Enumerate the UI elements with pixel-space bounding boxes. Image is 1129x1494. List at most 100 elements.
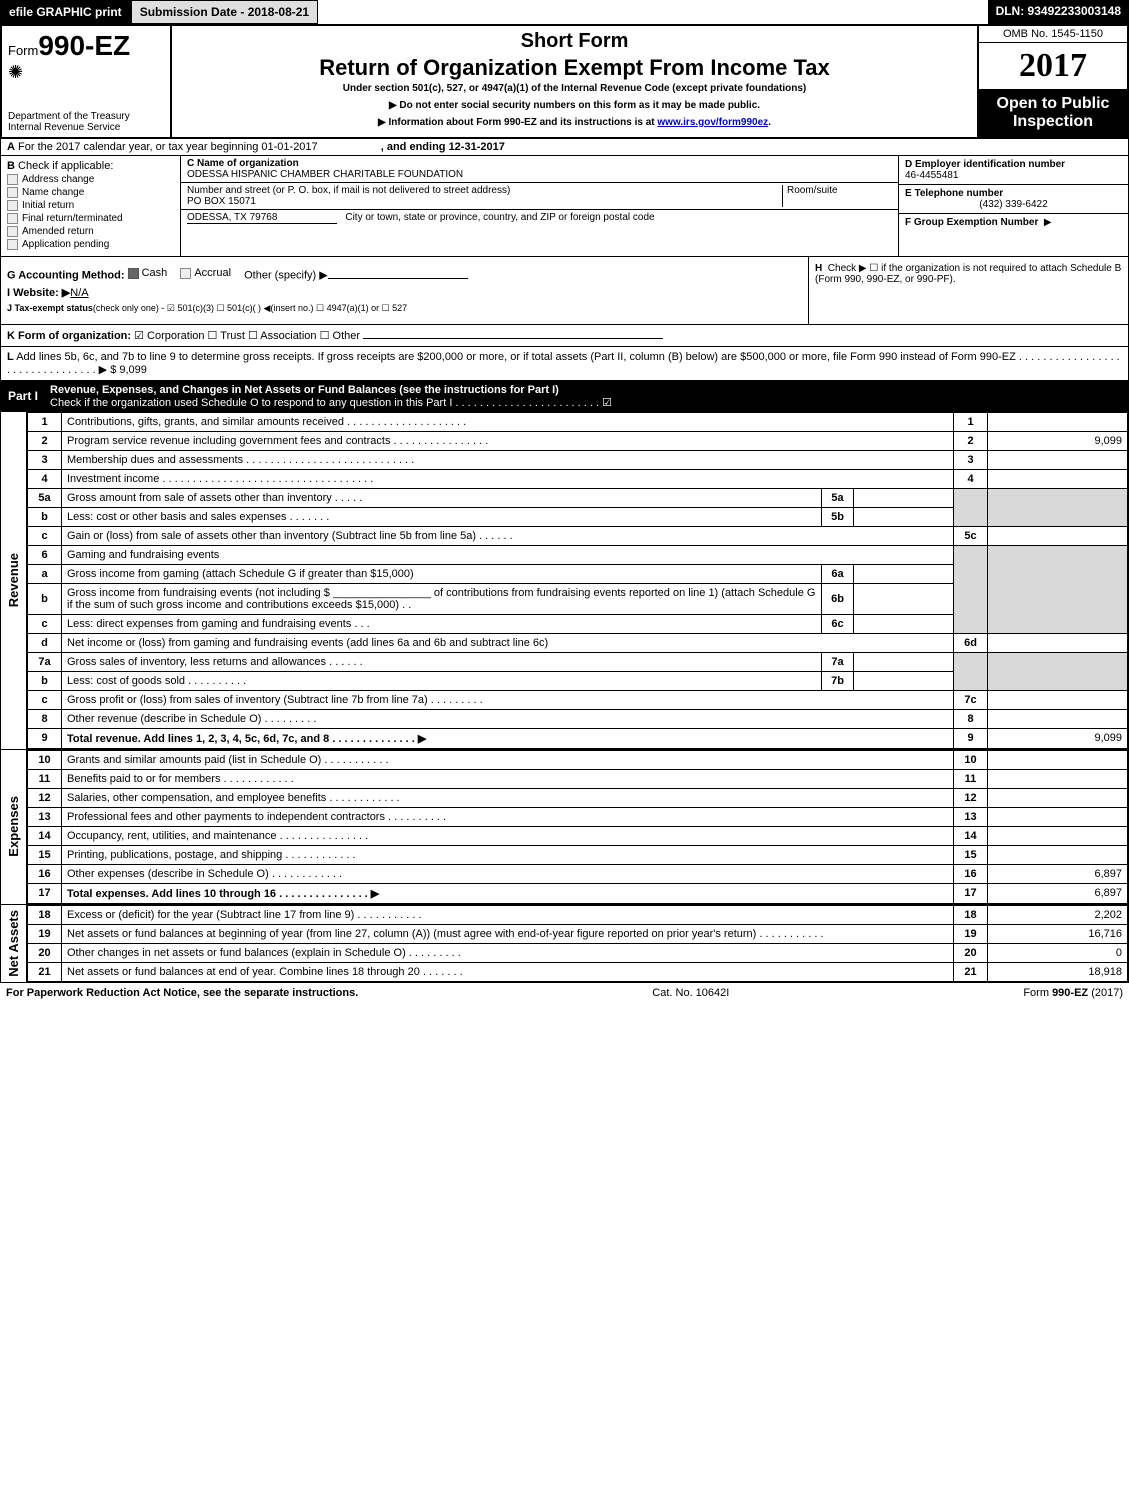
line-desc: Less: cost or other basis and sales expe…	[62, 507, 822, 526]
line-val: 6,897	[988, 864, 1128, 883]
revenue-table: 1Contributions, gifts, grants, and simil…	[27, 412, 1128, 749]
chk-application-pending[interactable]: Application pending	[7, 239, 174, 250]
arrow-icon: ▶	[1044, 217, 1052, 228]
part-1-header: Part I Revenue, Expenses, and Changes in…	[0, 381, 1129, 412]
line-num: 4	[28, 469, 62, 488]
line-desc: Professional fees and other payments to …	[62, 807, 954, 826]
line-8: 8Other revenue (describe in Schedule O) …	[28, 709, 1128, 728]
line-num: 2	[28, 431, 62, 450]
org-address: PO BOX 15071	[187, 196, 256, 207]
top-bar: efile GRAPHIC print Submission Date - 20…	[0, 0, 1129, 26]
line-6: 6Gaming and fundraising events	[28, 545, 1128, 564]
line-9-text: Total revenue. Add lines 1, 2, 3, 4, 5c,…	[67, 733, 426, 745]
line-19: 19Net assets or fund balances at beginni…	[28, 924, 1128, 943]
line-desc: Gross income from fundraising events (no…	[62, 583, 822, 614]
line-ref: 12	[954, 788, 988, 807]
line-val: 2,202	[988, 905, 1128, 924]
tax-year: 2017	[979, 43, 1127, 89]
line-13: 13Professional fees and other payments t…	[28, 807, 1128, 826]
line-ref: 9	[954, 728, 988, 748]
form-num: 990-EZ	[38, 30, 130, 61]
line-ref: 3	[954, 450, 988, 469]
line-desc: Less: cost of goods sold . . . . . . . .…	[62, 671, 822, 690]
line-desc: Other changes in net assets or fund bala…	[62, 943, 954, 962]
expenses-side-label: Expenses	[1, 750, 27, 904]
mid-val	[854, 488, 954, 507]
line-3: 3Membership dues and assessments . . . .…	[28, 450, 1128, 469]
line-val	[988, 769, 1128, 788]
revenue-label: Revenue	[6, 553, 21, 607]
chk-initial-return[interactable]: Initial return	[7, 200, 174, 211]
line-7a: 7aGross sales of inventory, less returns…	[28, 652, 1128, 671]
line-num: 13	[28, 807, 62, 826]
line-desc: Less: direct expenses from gaming and fu…	[62, 614, 822, 633]
line-16: 16Other expenses (describe in Schedule O…	[28, 864, 1128, 883]
radio-checked-icon	[128, 268, 139, 279]
line-val	[988, 412, 1128, 431]
row-l: L Add lines 5b, 6c, and 7b to line 9 to …	[0, 347, 1129, 381]
k-other-input[interactable]	[363, 338, 663, 339]
chk-name-change[interactable]: Name change	[7, 187, 174, 198]
mid-val	[854, 614, 954, 633]
line-21: 21Net assets or fund balances at end of …	[28, 962, 1128, 981]
chk-address-change[interactable]: Address change	[7, 174, 174, 185]
header-right: OMB No. 1545-1150 2017 Open to Public In…	[977, 26, 1127, 137]
mid-val	[854, 507, 954, 526]
line-val	[988, 526, 1128, 545]
line-9: 9 Total revenue. Add lines 1, 2, 3, 4, 5c…	[28, 728, 1128, 748]
chk-final-return[interactable]: Final return/terminated	[7, 213, 174, 224]
line-val	[988, 788, 1128, 807]
line-num: 8	[28, 709, 62, 728]
phone-value: (432) 339-6422	[905, 199, 1122, 210]
print-button[interactable]: efile GRAPHIC print	[0, 0, 131, 24]
line-4: 4Investment income . . . . . . . . . . .…	[28, 469, 1128, 488]
shade-cell	[988, 545, 1128, 633]
line-num: a	[28, 564, 62, 583]
expenses-wrap: Expenses 10Grants and similar amounts pa…	[0, 750, 1129, 905]
line-desc: Net income or (loss) from gaming and fun…	[62, 633, 954, 652]
line-ref: 10	[954, 750, 988, 769]
mid-val	[854, 564, 954, 583]
chk-amended-return[interactable]: Amended return	[7, 226, 174, 237]
line-ref: 7c	[954, 690, 988, 709]
k-text: ☑ Corporation ☐ Trust ☐ Association ☐ Ot…	[134, 330, 360, 342]
line-15: 15Printing, publications, postage, and s…	[28, 845, 1128, 864]
l-label: L	[7, 351, 14, 363]
line-val: 6,897	[988, 883, 1128, 903]
line-val	[988, 469, 1128, 488]
line-desc: Salaries, other compensation, and employ…	[62, 788, 954, 807]
mid-ref: 6b	[822, 583, 854, 614]
section-e: E Telephone number (432) 339-6422	[899, 185, 1128, 214]
line-num: 11	[28, 769, 62, 788]
g-label: G Accounting Method:	[7, 270, 125, 282]
irs-link[interactable]: www.irs.gov/form990ez	[657, 117, 768, 128]
g-cash-label: Cash	[142, 267, 168, 279]
line-desc: Net assets or fund balances at beginning…	[62, 924, 954, 943]
g-cash[interactable]: Cash	[128, 267, 168, 279]
row-g: G Accounting Method: Cash Accrual Other …	[7, 267, 802, 282]
revenue-wrap: Revenue 1Contributions, gifts, grants, a…	[0, 412, 1129, 750]
chk-label: Final return/terminated	[22, 213, 123, 224]
line-num: 17	[28, 883, 62, 903]
line-desc: Occupancy, rent, utilities, and maintena…	[62, 826, 954, 845]
line-desc: Printing, publications, postage, and shi…	[62, 845, 954, 864]
section-g-h-i-j: G Accounting Method: Cash Accrual Other …	[0, 257, 1129, 325]
line-14: 14Occupancy, rent, utilities, and mainte…	[28, 826, 1128, 845]
line-ref: 4	[954, 469, 988, 488]
g-accrual-label: Accrual	[194, 267, 231, 279]
line-ref: 20	[954, 943, 988, 962]
g-other-input[interactable]	[328, 278, 468, 279]
g-other-label: Other (specify) ▶	[244, 270, 328, 282]
form-title: Return of Organization Exempt From Incom…	[182, 55, 967, 81]
header-mid: Short Form Return of Organization Exempt…	[172, 26, 977, 137]
line-num: b	[28, 507, 62, 526]
ssn-warning: ▶ Do not enter social security numbers o…	[182, 100, 967, 111]
line-ref: 11	[954, 769, 988, 788]
gh-left: G Accounting Method: Cash Accrual Other …	[1, 257, 808, 324]
g-accrual[interactable]: Accrual	[180, 267, 231, 279]
checkbox-icon	[7, 187, 18, 198]
form-subtitle: Under section 501(c), 527, or 4947(a)(1)…	[182, 83, 967, 94]
c-city-label: City or town, state or province, country…	[345, 212, 654, 223]
dln: DLN: 93492233003148	[988, 0, 1129, 24]
j-text: (check only one) - ☑ 501(c)(3) ☐ 501(c)(…	[93, 303, 407, 313]
